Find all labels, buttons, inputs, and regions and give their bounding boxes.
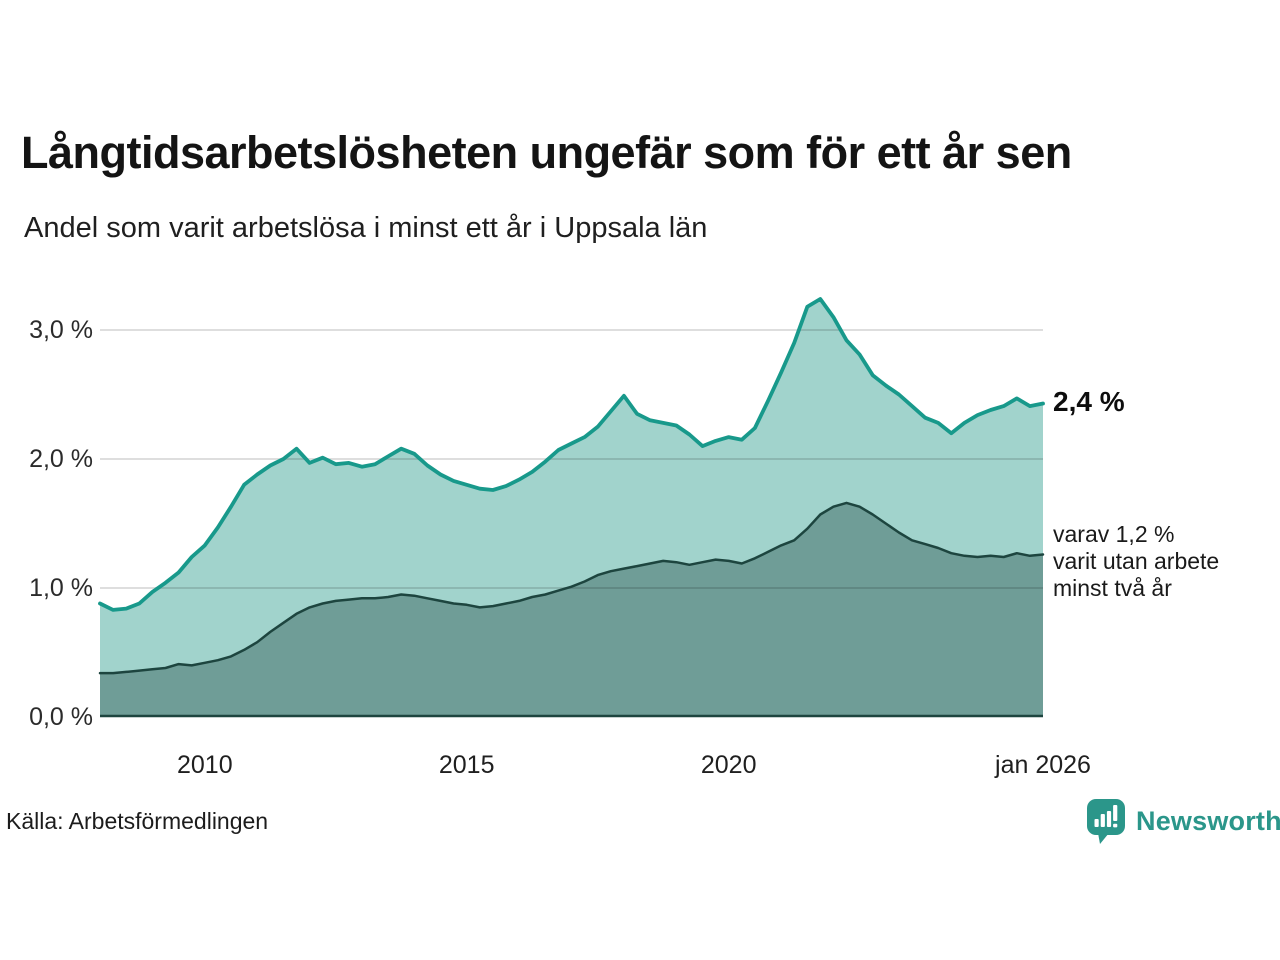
y-tick-label: 3,0 %: [29, 316, 93, 344]
x-tick-label: 2020: [700, 751, 757, 779]
total-line: [98, 297, 1045, 612]
logo-bar-1: [1094, 819, 1099, 827]
logo-bubble-tail: [1098, 833, 1109, 844]
x-tick-label: 2015: [438, 751, 495, 779]
newsworthy-wordmark: Newsworthy: [1136, 806, 1280, 836]
total-value-annotation: 2,4 %: [1053, 385, 1125, 417]
y-tick-label: 0,0 %: [29, 703, 93, 731]
y-tick-label: 2,0 %: [29, 445, 93, 473]
x-tick-label: 2010: [176, 751, 233, 779]
source-note: Källa: Arbetsförmedlingen: [6, 808, 269, 834]
logo-exclamation-dot: [1113, 823, 1118, 828]
two-year-value-annotation: varav 1,2 % varit utan arbete minst två …: [1053, 521, 1220, 602]
y-tick-label: 1,0 %: [29, 574, 93, 602]
chart-subtitle: Andel som varit arbetslösa i minst ett å…: [24, 212, 708, 244]
logo-bar-2: [1100, 814, 1105, 827]
newsworthy-logo: Newsworthy: [1087, 799, 1280, 844]
logo-bar-3: [1106, 811, 1112, 827]
newsworthy-speech-bubble-bar-chart-icon: [1087, 799, 1125, 844]
page-title: Långtidsarbetslösheten ungefär som för e…: [21, 127, 1072, 178]
two-year-line: [98, 501, 1045, 675]
x-tick-label: jan 2026: [995, 751, 1091, 779]
logo-exclamation-stem: [1113, 805, 1118, 821]
logo-bubble: [1087, 799, 1125, 835]
two-year-area: [100, 502, 1043, 717]
